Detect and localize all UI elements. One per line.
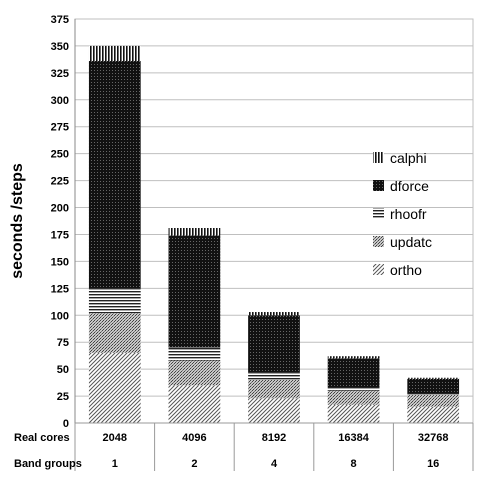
- bar-segment-updatc: [168, 360, 221, 386]
- legend-swatch-updatc: [373, 236, 384, 247]
- bar-segment-calphi: [407, 377, 460, 379]
- y-tick-label: 175: [51, 229, 69, 241]
- y-tick-label: 100: [51, 310, 69, 322]
- legend-label-rhoofr: rhoofr: [390, 206, 427, 222]
- y-tick-label: 0: [63, 418, 69, 430]
- table-cell: 8: [351, 458, 357, 470]
- y-tick-label: 200: [51, 203, 69, 215]
- bar-segment-ortho: [248, 398, 300, 423]
- legend-label-calphi: calphi: [390, 150, 427, 166]
- bar-segment-dforce: [88, 61, 141, 289]
- y-tick-label: 225: [51, 176, 69, 188]
- bar-segment-ortho: [88, 352, 141, 423]
- y-tick-label: 325: [51, 68, 69, 80]
- data-table: Real cores 2048 4096 8192 16384 32768 Band gro…: [14, 422, 474, 471]
- table-cell: 32768: [418, 432, 449, 444]
- legend-label-dforce: dforce: [390, 178, 429, 194]
- legend-swatch-ortho: [373, 264, 384, 275]
- table-cell: 16384: [338, 432, 369, 444]
- bar-segment-rhoofr: [327, 387, 380, 391]
- bar-segment-updatc: [407, 394, 460, 407]
- bars: [88, 45, 460, 423]
- table-cell: 1: [112, 458, 118, 470]
- y-tick-label: 25: [57, 391, 69, 403]
- bar-segment-dforce: [327, 358, 380, 388]
- bar-segment-rhoofr: [248, 372, 300, 380]
- bar-segment-dforce: [168, 235, 221, 348]
- table-row-label: Real cores: [14, 432, 70, 444]
- bar-segment-updatc: [248, 379, 300, 399]
- legend-swatch-calphi: [373, 152, 384, 163]
- y-tick-label: 125: [51, 283, 69, 295]
- bar-segment-updatc: [327, 390, 380, 405]
- bar-segment-dforce: [407, 378, 460, 394]
- bar-segment-rhoofr: [407, 393, 460, 395]
- table-cell: 4096: [182, 432, 206, 444]
- bar-segment-rhoofr: [88, 288, 141, 314]
- y-tick-label: 375: [51, 14, 69, 26]
- bar-segment-calphi: [248, 312, 300, 316]
- bar-segment-ortho: [168, 385, 221, 423]
- y-axis: 0 25 50 75 100 125 150 175 200 225 250 275 300 325 350…: [51, 14, 76, 430]
- table-cell: 4: [271, 458, 278, 470]
- y-tick-label: 350: [51, 41, 69, 53]
- legend-label-ortho: ortho: [390, 262, 422, 278]
- table-cell: 2: [191, 458, 197, 470]
- legend-label-updatc: updatc: [390, 234, 432, 250]
- gridlines: [74, 18, 474, 424]
- bar-segment-updatc: [88, 313, 141, 353]
- table-cell: 2048: [103, 432, 127, 444]
- y-tick-label: 75: [57, 337, 69, 349]
- y-tick-label: 300: [51, 95, 69, 107]
- legend: calphi dforce rhoofr updatc ortho: [373, 150, 432, 278]
- y-tick-label: 275: [51, 122, 69, 134]
- y-tick-label: 50: [57, 364, 69, 376]
- bar-segment-dforce: [248, 315, 300, 373]
- table-cell: 8192: [262, 432, 286, 444]
- bar-segment-calphi: [168, 228, 221, 236]
- bar-segment-ortho: [407, 406, 460, 423]
- legend-swatch-rhoofr: [373, 208, 384, 219]
- bar-segment-rhoofr: [168, 347, 221, 361]
- table-cell: 16: [427, 458, 439, 470]
- y-axis-label: seconds /steps: [9, 163, 26, 279]
- table-row-label: Band groups: [14, 458, 82, 470]
- bar-segment-ortho: [327, 404, 380, 423]
- y-tick-label: 150: [51, 256, 69, 268]
- bar-segment-calphi: [88, 45, 141, 62]
- bar-segment-calphi: [327, 356, 380, 359]
- y-tick-label: 250: [51, 149, 69, 161]
- legend-swatch-dforce: [373, 180, 384, 191]
